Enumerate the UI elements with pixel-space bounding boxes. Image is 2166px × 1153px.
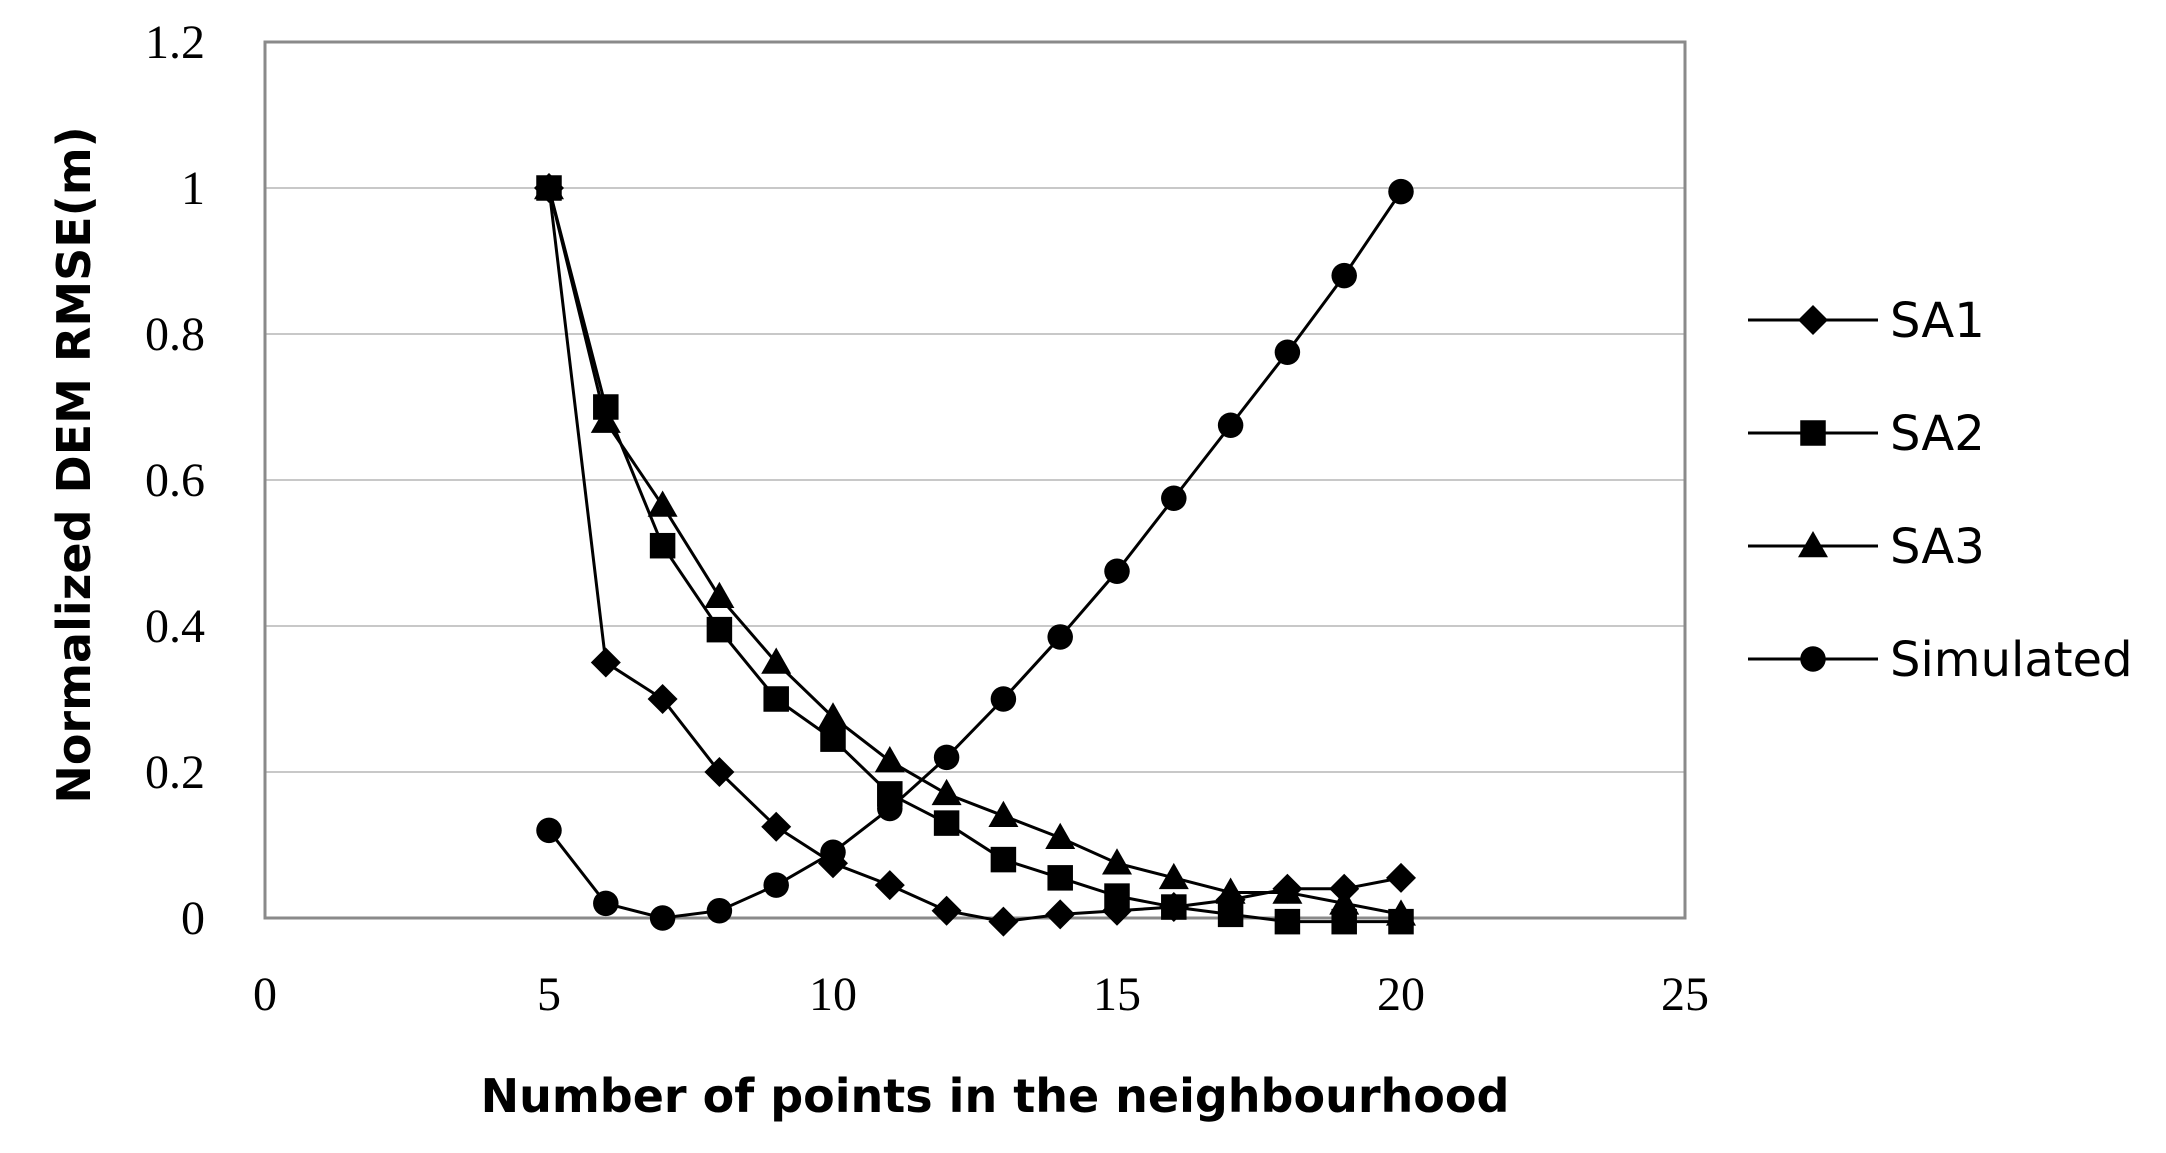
- data-point-triangle: [1215, 877, 1246, 904]
- data-point-triangle: [704, 581, 735, 609]
- data-point-triangle: [1158, 862, 1189, 890]
- data-point-circle: [877, 795, 903, 822]
- legend-item-simulated: Simulated: [1748, 632, 2133, 688]
- data-point-triangle: [761, 647, 792, 674]
- data-point-diamond: [874, 870, 905, 901]
- data-point-triangle: [1329, 888, 1360, 915]
- data-point-square: [763, 686, 789, 712]
- x-tick-label: 5: [537, 968, 561, 1021]
- data-point-triangle: [874, 746, 905, 773]
- data-point-diamond: [931, 895, 962, 926]
- data-point-diamond: [1045, 899, 1076, 930]
- y-axis-ticks: 0 0.2 0.4 0.6 0.8 1 1.2: [145, 16, 205, 945]
- legend-label: SA1: [1890, 293, 1985, 349]
- x-tick-label: 0: [253, 968, 277, 1021]
- data-point-circle: [933, 744, 960, 771]
- data-point-square: [820, 726, 846, 752]
- x-tick-label: 20: [1377, 968, 1425, 1021]
- data-point-triangle: [988, 800, 1019, 828]
- x-axis-ticks: 0 5 10 15 20 25: [253, 968, 1709, 1021]
- series-line-sa1: [547, 187, 1402, 924]
- data-point-circle: [1331, 262, 1357, 289]
- legend-label: SA2: [1890, 406, 1985, 462]
- data-point-square: [649, 532, 676, 559]
- data-point-circle: [536, 817, 562, 844]
- data-point-square: [1217, 901, 1244, 928]
- data-point-triangle: [931, 778, 962, 806]
- data-point-circle: [1217, 412, 1244, 438]
- y-tick-label: 0: [181, 892, 205, 945]
- data-point-circle: [1104, 558, 1130, 584]
- data-point-diamond: [1386, 862, 1416, 893]
- x-axis-title: Number of points in the neighbourhood: [481, 1069, 1510, 1123]
- data-point-square: [990, 846, 1017, 873]
- legend-label: SA3: [1890, 519, 1985, 575]
- legend-label: Simulated: [1890, 632, 2133, 688]
- data-point-square: [1161, 894, 1187, 920]
- y-axis-title: Normalized DEM RMSE(m): [47, 126, 101, 803]
- data-point-circle: [1161, 485, 1187, 511]
- y-tick-label: 0.8: [145, 308, 205, 361]
- data-point-triangle: [534, 173, 564, 200]
- data-point-circle: [990, 686, 1017, 712]
- data-point-square: [1274, 908, 1301, 935]
- legend-item-sa1: SA1: [1748, 293, 1985, 349]
- series-layer: [534, 173, 1416, 937]
- series-line-sa2: [547, 187, 1401, 924]
- data-point-triangle: [647, 490, 678, 517]
- data-point-triangle: [1272, 877, 1303, 904]
- data-point-diamond: [1798, 305, 1828, 335]
- data-point-square: [1047, 865, 1073, 891]
- data-point-diamond: [704, 757, 735, 787]
- data-point-circle: [593, 890, 619, 917]
- grid-lines: [265, 187, 1685, 773]
- data-point-triangle: [818, 702, 848, 729]
- data-point-triangle: [1386, 899, 1416, 926]
- series-line-sa3: [547, 187, 1402, 916]
- data-point-square: [1104, 883, 1130, 909]
- x-tick-label: 25: [1661, 968, 1709, 1021]
- data-point-circle: [649, 905, 676, 931]
- series-simulated: [536, 178, 1414, 931]
- series-sa2: [536, 175, 1414, 935]
- data-point-square: [706, 616, 733, 643]
- x-tick-label: 10: [809, 968, 857, 1021]
- data-point-circle: [763, 872, 789, 898]
- data-point-circle: [1047, 624, 1073, 650]
- legend-item-sa3: SA3: [1748, 519, 1985, 575]
- series-sa3: [534, 173, 1416, 926]
- data-point-triangle: [1102, 848, 1132, 875]
- data-point-circle: [1800, 646, 1826, 672]
- data-point-diamond: [761, 811, 792, 842]
- legend-item-sa2: SA2: [1748, 406, 1985, 462]
- legend: SA1 SA2 SA3 Simulated: [1748, 293, 2133, 688]
- x-tick-label: 15: [1093, 968, 1141, 1021]
- data-point-circle: [1388, 178, 1414, 205]
- y-tick-label: 0.2: [145, 746, 205, 799]
- y-tick-label: 1.2: [145, 16, 205, 69]
- y-tick-label: 1: [181, 162, 205, 215]
- y-tick-label: 0.6: [145, 454, 205, 507]
- data-point-diamond: [590, 647, 621, 678]
- data-point-circle: [706, 897, 733, 924]
- data-point-circle: [1274, 339, 1301, 365]
- data-point-triangle: [1798, 531, 1828, 558]
- y-tick-label: 0.4: [145, 600, 205, 653]
- data-point-circle: [820, 839, 846, 866]
- data-point-diamond: [647, 684, 678, 714]
- data-point-triangle: [1045, 822, 1076, 849]
- data-point-diamond: [988, 906, 1019, 937]
- data-point-triangle: [590, 406, 621, 433]
- series-line-simulated: [547, 190, 1403, 920]
- data-point-square: [1800, 420, 1826, 446]
- data-point-square: [933, 810, 960, 836]
- plot-area-frame: [263, 40, 1687, 920]
